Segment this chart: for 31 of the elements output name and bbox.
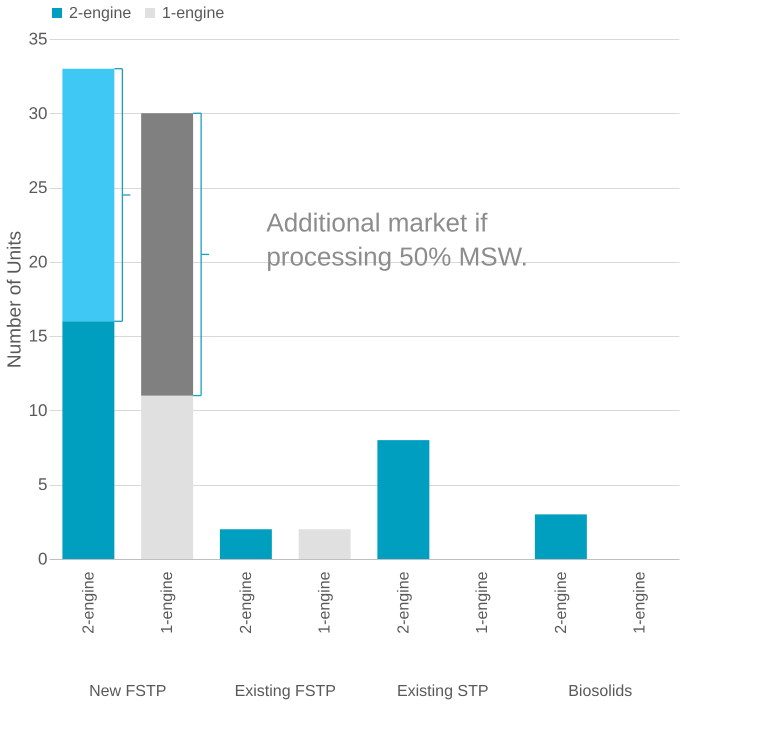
- text: Existing FSTP: [234, 683, 336, 700]
- x-tick-label: 2-engine: [395, 571, 412, 634]
- bar: [220, 529, 272, 559]
- bar: [298, 529, 351, 559]
- y-tick-label: 25: [28, 178, 48, 198]
- x-tick-label: 2-engine: [238, 571, 255, 634]
- x-tick-label: 1-engine: [159, 571, 176, 634]
- y-tick-label: 35: [28, 30, 48, 48]
- y-tick-label: 0: [38, 550, 48, 568]
- x-tick-label: 1-engine: [316, 571, 334, 634]
- y-tick-label: 30: [28, 104, 48, 123]
- legend-label: 2-engine: [69, 5, 132, 22]
- x-tick-label: 2-engine: [552, 571, 570, 634]
- bar: [62, 68, 114, 322]
- text: Existing STP: [396, 683, 489, 700]
- bar: [141, 113, 194, 396]
- annotation: Additional market if processing 50% MSW.: [266, 208, 528, 272]
- y-axis-title: Number of Units: [4, 230, 26, 368]
- bar: [534, 514, 587, 559]
- x-tick-label: 2-engine: [80, 571, 98, 634]
- text: New FSTP: [89, 683, 166, 700]
- legend-label: 1-engine: [162, 5, 224, 22]
- y-tick-label: 20: [28, 252, 48, 272]
- y-tick-label: 5: [38, 475, 48, 494]
- y-tick-label: 15: [28, 326, 48, 346]
- text: Biosolids: [568, 683, 632, 700]
- bar: [62, 321, 114, 559]
- x-tick-label: 1-engine: [474, 571, 492, 634]
- bar: [377, 440, 430, 559]
- y-tick-label: 10: [28, 400, 48, 420]
- x-tick-label: 1-engine: [632, 571, 649, 634]
